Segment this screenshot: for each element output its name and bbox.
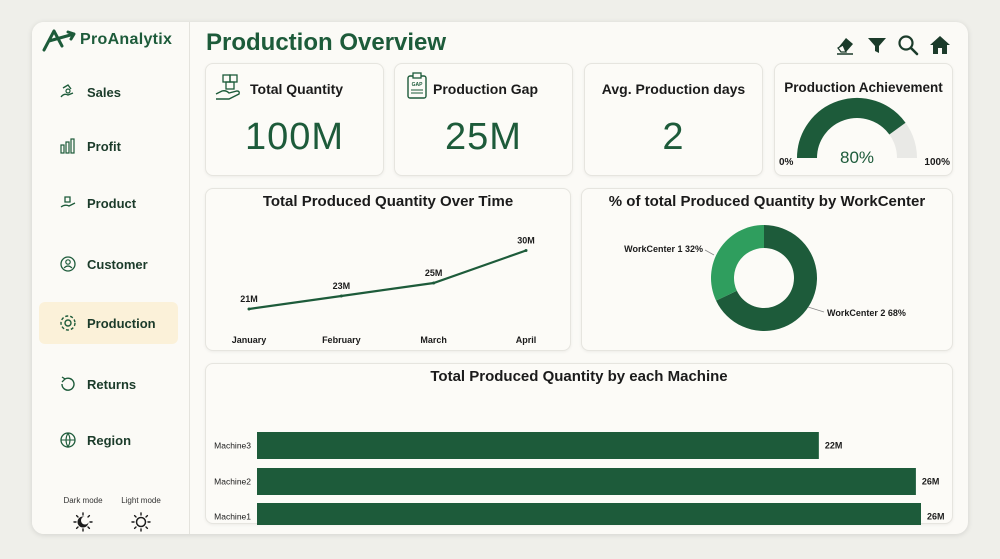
light-mode-icon[interactable] xyxy=(131,512,151,532)
page-title: Production Overview xyxy=(206,29,447,56)
x-tick-label: February xyxy=(322,335,361,345)
sidebar-item-label: Customer xyxy=(87,256,148,272)
leader-line xyxy=(704,249,715,256)
achievement-gauge: 80% 0% 100% xyxy=(779,98,950,168)
category-label: Machine1 xyxy=(214,512,251,522)
light-mode-label: Light mode xyxy=(121,496,161,505)
boxes-hand-icon xyxy=(215,74,240,100)
data-label: 21M xyxy=(240,294,258,304)
sidebar-item-product[interactable]: Product xyxy=(39,182,178,224)
category-label: Machine2 xyxy=(214,477,251,487)
sidebar-item-sales[interactable]: Sales xyxy=(39,71,178,113)
chart-title: Total Produced Quantity by each Machine xyxy=(430,368,728,385)
sidebar-item-returns[interactable]: Returns xyxy=(39,363,178,405)
pie-slice[interactable] xyxy=(716,225,817,331)
region-icon xyxy=(60,432,76,449)
bar[interactable] xyxy=(257,503,921,525)
x-tick-label: January xyxy=(232,335,267,345)
donut-chart: WorkCenter 1 32% WorkCenter 2 68% xyxy=(624,225,906,331)
pie-slice[interactable] xyxy=(711,225,764,301)
x-tick-label: April xyxy=(516,335,537,345)
data-label: 26M xyxy=(922,477,940,487)
product-icon xyxy=(60,196,76,208)
sidebar-item-label: Profit xyxy=(87,138,121,154)
brand-logo[interactable]: ProAnalytix xyxy=(42,26,172,54)
gauge-min-label: 0% xyxy=(779,157,794,168)
bar-chart-card: Total Produced Quantity by each Machine … xyxy=(205,363,953,525)
bar[interactable] xyxy=(257,432,819,459)
kpi-title: Avg. Production days xyxy=(601,81,746,97)
kpi-total-quantity: Total Quantity 100M xyxy=(205,63,384,176)
sidebar-item-label: Product xyxy=(87,195,137,211)
kpi-value: 100M xyxy=(244,116,345,158)
production-icon xyxy=(60,315,76,331)
category-label: Machine3 xyxy=(214,441,251,451)
sidebar-item-production[interactable]: Production xyxy=(39,302,178,344)
profit-icon xyxy=(60,138,75,154)
kpi-value: 2 xyxy=(662,116,685,158)
leader-line xyxy=(807,306,825,313)
kpi-title: Total Quantity xyxy=(250,81,344,97)
donut-chart-card: % of total Produced Quantity by WorkCent… xyxy=(581,188,953,351)
data-point[interactable] xyxy=(432,281,436,285)
data-label: 30M xyxy=(517,236,535,246)
data-label: 23M xyxy=(333,281,351,291)
kpi-title: Production Achievement xyxy=(784,80,943,95)
sidebar-item-label: Region xyxy=(87,432,132,448)
sidebar-item-customer[interactable]: Customer xyxy=(39,243,178,285)
dashboard-window: ProAnalytix Sales Profit Product Custome… xyxy=(32,22,968,534)
chart-title: Total Produced Quantity Over Time xyxy=(262,193,514,210)
sidebar-item-label: Production xyxy=(87,315,156,331)
dark-mode-label: Dark mode xyxy=(63,496,103,505)
line-chart-card: Total Produced Quantity Over Time 21M Jan… xyxy=(205,188,571,351)
data-point[interactable] xyxy=(247,307,251,311)
sales-icon xyxy=(60,84,74,98)
data-point[interactable] xyxy=(524,249,528,252)
returns-icon xyxy=(61,376,75,391)
eraser-icon[interactable] xyxy=(834,34,856,56)
filter-icon[interactable] xyxy=(866,34,888,56)
kpi-value: 25M xyxy=(445,116,522,158)
kpi-production-gap: GAP Production Gap 25M xyxy=(394,63,573,176)
logo-icon xyxy=(42,29,76,52)
sidebar: ProAnalytix Sales Profit Product Custome… xyxy=(32,22,190,534)
sidebar-item-label: Sales xyxy=(87,84,121,100)
kpi-production-achievement: Production Achievement 80% 0% 100% xyxy=(774,63,953,176)
kpi-avg-production-days: Avg. Production days 2 xyxy=(584,63,763,176)
search-icon[interactable] xyxy=(897,34,919,56)
data-label: 26M xyxy=(927,512,945,522)
series-line xyxy=(248,249,527,311)
sidebar-item-region[interactable]: Region xyxy=(39,419,178,461)
gauge-value: 80% xyxy=(840,148,874,167)
dark-mode-icon[interactable] xyxy=(73,512,93,532)
home-icon[interactable] xyxy=(929,34,951,56)
kpi-title: Production Gap xyxy=(433,81,538,97)
bar[interactable] xyxy=(257,468,916,495)
brand-name: ProAnalytix xyxy=(80,31,173,48)
gauge-max-label: 100% xyxy=(924,157,950,168)
clipboard-gap-icon: GAP xyxy=(407,72,427,99)
customer-icon xyxy=(60,256,76,272)
chart-title: % of total Produced Quantity by WorkCent… xyxy=(608,193,926,210)
x-tick-label: March xyxy=(420,335,447,345)
slice-label: WorkCenter 2 68% xyxy=(827,308,906,318)
slice-label: WorkCenter 1 32% xyxy=(624,244,703,254)
svg-text:GAP: GAP xyxy=(412,82,424,88)
sidebar-item-label: Returns xyxy=(87,376,137,392)
bar-chart: Machine3 22M Machine2 26M Machine1 26M xyxy=(214,432,945,525)
gauge-fill xyxy=(797,98,906,159)
data-label: 25M xyxy=(425,268,443,278)
data-point[interactable] xyxy=(339,294,343,298)
data-label: 22M xyxy=(825,441,843,451)
sidebar-item-profit[interactable]: Profit xyxy=(39,125,178,167)
line-chart: 21M January 23M February 25M March 30M April xyxy=(232,236,537,346)
